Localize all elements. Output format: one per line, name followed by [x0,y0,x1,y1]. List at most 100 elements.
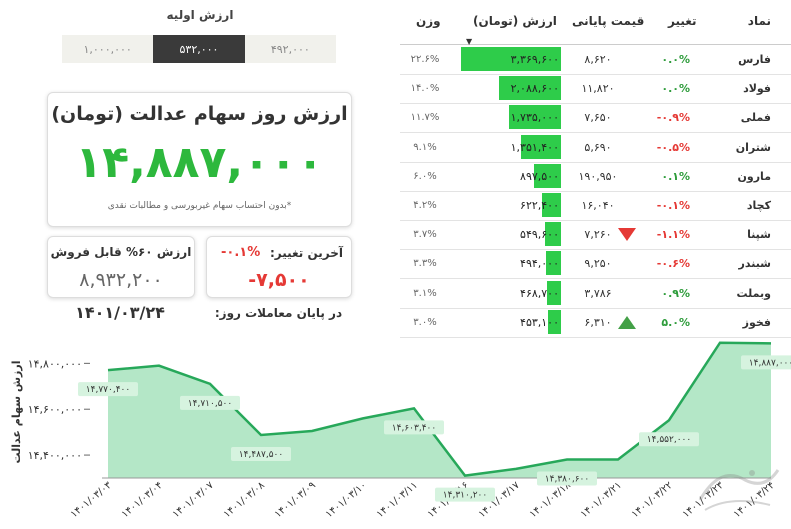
y-axis-label: ارزش سهام عدالت [10,361,23,464]
sellable-value-title: ارزش ۶۰% قابل فروش [50,245,192,259]
table-row[interactable]: شتران -۰.۵% ۵,۶۹۰ ۱,۳۵۱,۴۰۰ ۹.۱% [400,133,791,163]
symbol-cell[interactable]: شتران [735,140,771,154]
last-change-amount: -۷,۵۰۰ [248,269,310,291]
symbol-cell[interactable]: مارون [737,169,772,183]
initial-option-492000[interactable]: ۴۹۲,۰۰۰ [244,35,336,63]
col-header-symbol[interactable]: نماد [747,14,771,28]
value-cell: ۴۵۳,۱۰۰ [520,315,559,329]
data-label: ۱۴,۴۸۷,۵۰۰ [239,450,283,460]
x-tick-label: ۱۴۰۱/۰۳/۰۹ [273,480,318,520]
data-label: ۱۴,۳۸۰,۶۰۰ [545,475,589,485]
last-price-cell: ۵,۶۹۰ [584,140,612,154]
change-cell: -۱.۱% [656,228,690,242]
value-bar [544,222,561,247]
symbol-cell[interactable]: فملی [740,111,771,125]
x-tick-label: ۱۴۰۱/۰۳/۰۳ [69,479,115,520]
col-header-change[interactable]: تغییر [668,14,697,28]
initial-option-532000[interactable]: ۵۳۲,۰۰۰ [153,35,245,63]
value-bar-cell [461,279,561,308]
sort-desc-icon[interactable]: ▼ [466,37,473,46]
data-label-box [231,447,291,462]
value-bar-cell [461,249,561,278]
table-row[interactable]: فخوز ۵.۰% ۶,۳۱۰ ۴۵۳,۱۰۰ ۳.۰% [400,308,791,338]
value-bar-cell [461,308,561,337]
value-bar-cell [461,133,561,162]
initial-value-selector: ۱,۰۰۰,۰۰۰ ۵۳۲,۰۰۰ ۴۹۲,۰۰۰ [62,35,336,63]
value-bar [542,193,561,217]
symbol-cell[interactable]: وبملت [736,286,771,300]
table-row[interactable]: شبندر -۰.۶% ۹,۲۵۰ ۴۹۴,۰۰۰ ۳.۳% [400,249,791,280]
symbol-cell[interactable]: کچاد [746,199,771,212]
table-row[interactable]: فولاد ۰.۰% ۱۱,۸۲۰ ۲,۰۸۸,۶۰۰ ۱۴.۰% [400,74,791,105]
sellable-value-card: ارزش ۶۰% قابل فروش ۸,۹۳۲,۲۰۰ [47,236,195,298]
table-row[interactable]: شپنا -۱.۱% ۷,۲۶۰ ۵۴۹,۶۰۰ ۳.۷% [400,220,791,251]
data-label: ۱۴,۳۱۰,۲۰۰ [443,491,487,501]
symbol-cell[interactable]: فخوز [742,315,771,329]
end-of-day-date: ۱۴۰۱/۰۳/۲۴ [75,303,165,322]
last-price-cell: ۱۱,۸۲۰ [581,82,615,96]
end-of-day-label: در پایان معاملات روز: [214,306,343,320]
symbol-cell[interactable]: فارس [738,53,771,66]
symbol-cell[interactable]: شبندر [738,257,771,271]
last-price-cell: ۷,۶۵۰ [584,111,612,125]
value-bar [547,309,561,334]
table-row[interactable]: کچاد -۰.۱% ۱۶,۰۴۰ ۶۲۲,۴۰۰ ۴.۲% [400,191,791,221]
initial-option-1000000[interactable]: ۱,۰۰۰,۰۰۰ [62,35,154,63]
value-cell: ۵۴۹,۶۰۰ [520,228,559,242]
weight-cell: ۲۲.۶% [410,54,440,65]
last-change-card: آخرین تغییر: -۰.۱% -۷,۵۰۰ [206,236,352,298]
value-cell: ۲,۰۸۸,۶۰۰ [510,82,559,96]
symbol-cell[interactable]: فولاد [743,82,771,96]
symbol-cell[interactable]: شپنا [747,228,771,242]
last-change-percent: -۰.۱% [221,245,261,260]
y-tick-label: ۱۴,۴۰۰,۰۰۰ [28,449,82,462]
value-bar-cell [461,74,561,103]
weight-cell: ۶.۰% [413,170,437,182]
table-row[interactable]: وبملت ۰.۹% ۳,۷۸۶ ۴۶۸,۷۰۰ ۳.۱% [400,279,791,309]
value-cell: ۳,۳۶۹,۶۰۰ [510,53,559,66]
daily-value-footnote: *بدون احتساب سهام غیربورسی و مطالبات نقد… [107,201,292,211]
value-bar [547,280,561,305]
data-label-box [180,395,240,410]
daily-value-card: ارزش روز سهام عدالت (تومان) ۱۴,۸۸۷,۰۰۰ *… [47,92,352,227]
value-bar-cell [461,103,561,132]
data-label-box [78,382,138,397]
table-header-divider [400,44,791,45]
table-row[interactable]: فارس ۰.۰% ۸,۶۲۰ ۳,۳۶۹,۶۰۰ ۲۲.۶% [400,45,791,75]
data-label-box [384,420,444,435]
weight-cell: ۳.۷% [413,229,437,241]
value-bar [499,76,561,101]
last-price-cell: ۱۶,۰۴۰ [581,199,615,212]
x-tick-label: ۱۴۰۱/۰۳/۱۸ [528,479,574,520]
col-header-last-price[interactable]: قیمت پایانی [572,14,645,28]
value-bar [546,251,561,276]
site-logo-watermark [698,469,780,511]
daily-value-title: ارزش روز سهام عدالت (تومان) [51,103,348,125]
y-tick-label: ۱۴,۶۰۰,۰۰۰ [28,403,82,416]
x-tick-label: ۱۴۰۱/۰۳/۰۴ [120,480,165,520]
table-row[interactable]: مارون ۰.۱% ۱۹۰,۹۵۰ ۸۹۷,۵۰۰ ۶.۰% [400,162,791,192]
value-bar-cell [461,162,561,191]
change-cell: -۰.۵% [656,140,690,154]
last-price-cell: ۸,۶۲۰ [584,53,612,66]
triangle-down-icon [618,228,636,242]
change-cell: -۰.۶% [656,257,690,271]
data-label-box [537,471,597,486]
col-header-value[interactable]: ارزش (تومان) [473,14,557,28]
table-row[interactable]: فملی -۰.۹% ۷,۶۵۰ ۱,۷۳۵,۰۰۰ ۱۱.۷% [400,103,791,134]
col-header-weight[interactable]: وزن [416,14,441,28]
daily-value-amount: ۱۴,۸۸۷,۰۰۰ [75,137,324,188]
chart-area [108,342,771,478]
last-change-title: آخرین تغییر: [269,246,343,260]
value-bar [534,163,561,188]
weight-cell: ۱۱.۷% [410,112,440,124]
last-price-cell: ۶,۳۱۰ [584,315,612,329]
change-cell: ۰.۱% [661,169,690,183]
change-cell: ۰.۰% [661,82,690,96]
change-cell: ۵.۰% [661,315,690,329]
change-cell: ۰.۰% [661,53,690,66]
value-history-chart: ۱۴,۴۰۰,۰۰۰ ۱۴,۶۰۰,۰۰۰ ۱۴,۸۰۰,۰۰۰ ارزش سهام … [10,341,791,520]
last-price-cell: ۱۹۰,۹۵۰ [578,169,618,183]
data-label: ۱۴,۷۱۰,۵۰۰ [188,399,232,409]
value-bar-cell [461,191,561,220]
